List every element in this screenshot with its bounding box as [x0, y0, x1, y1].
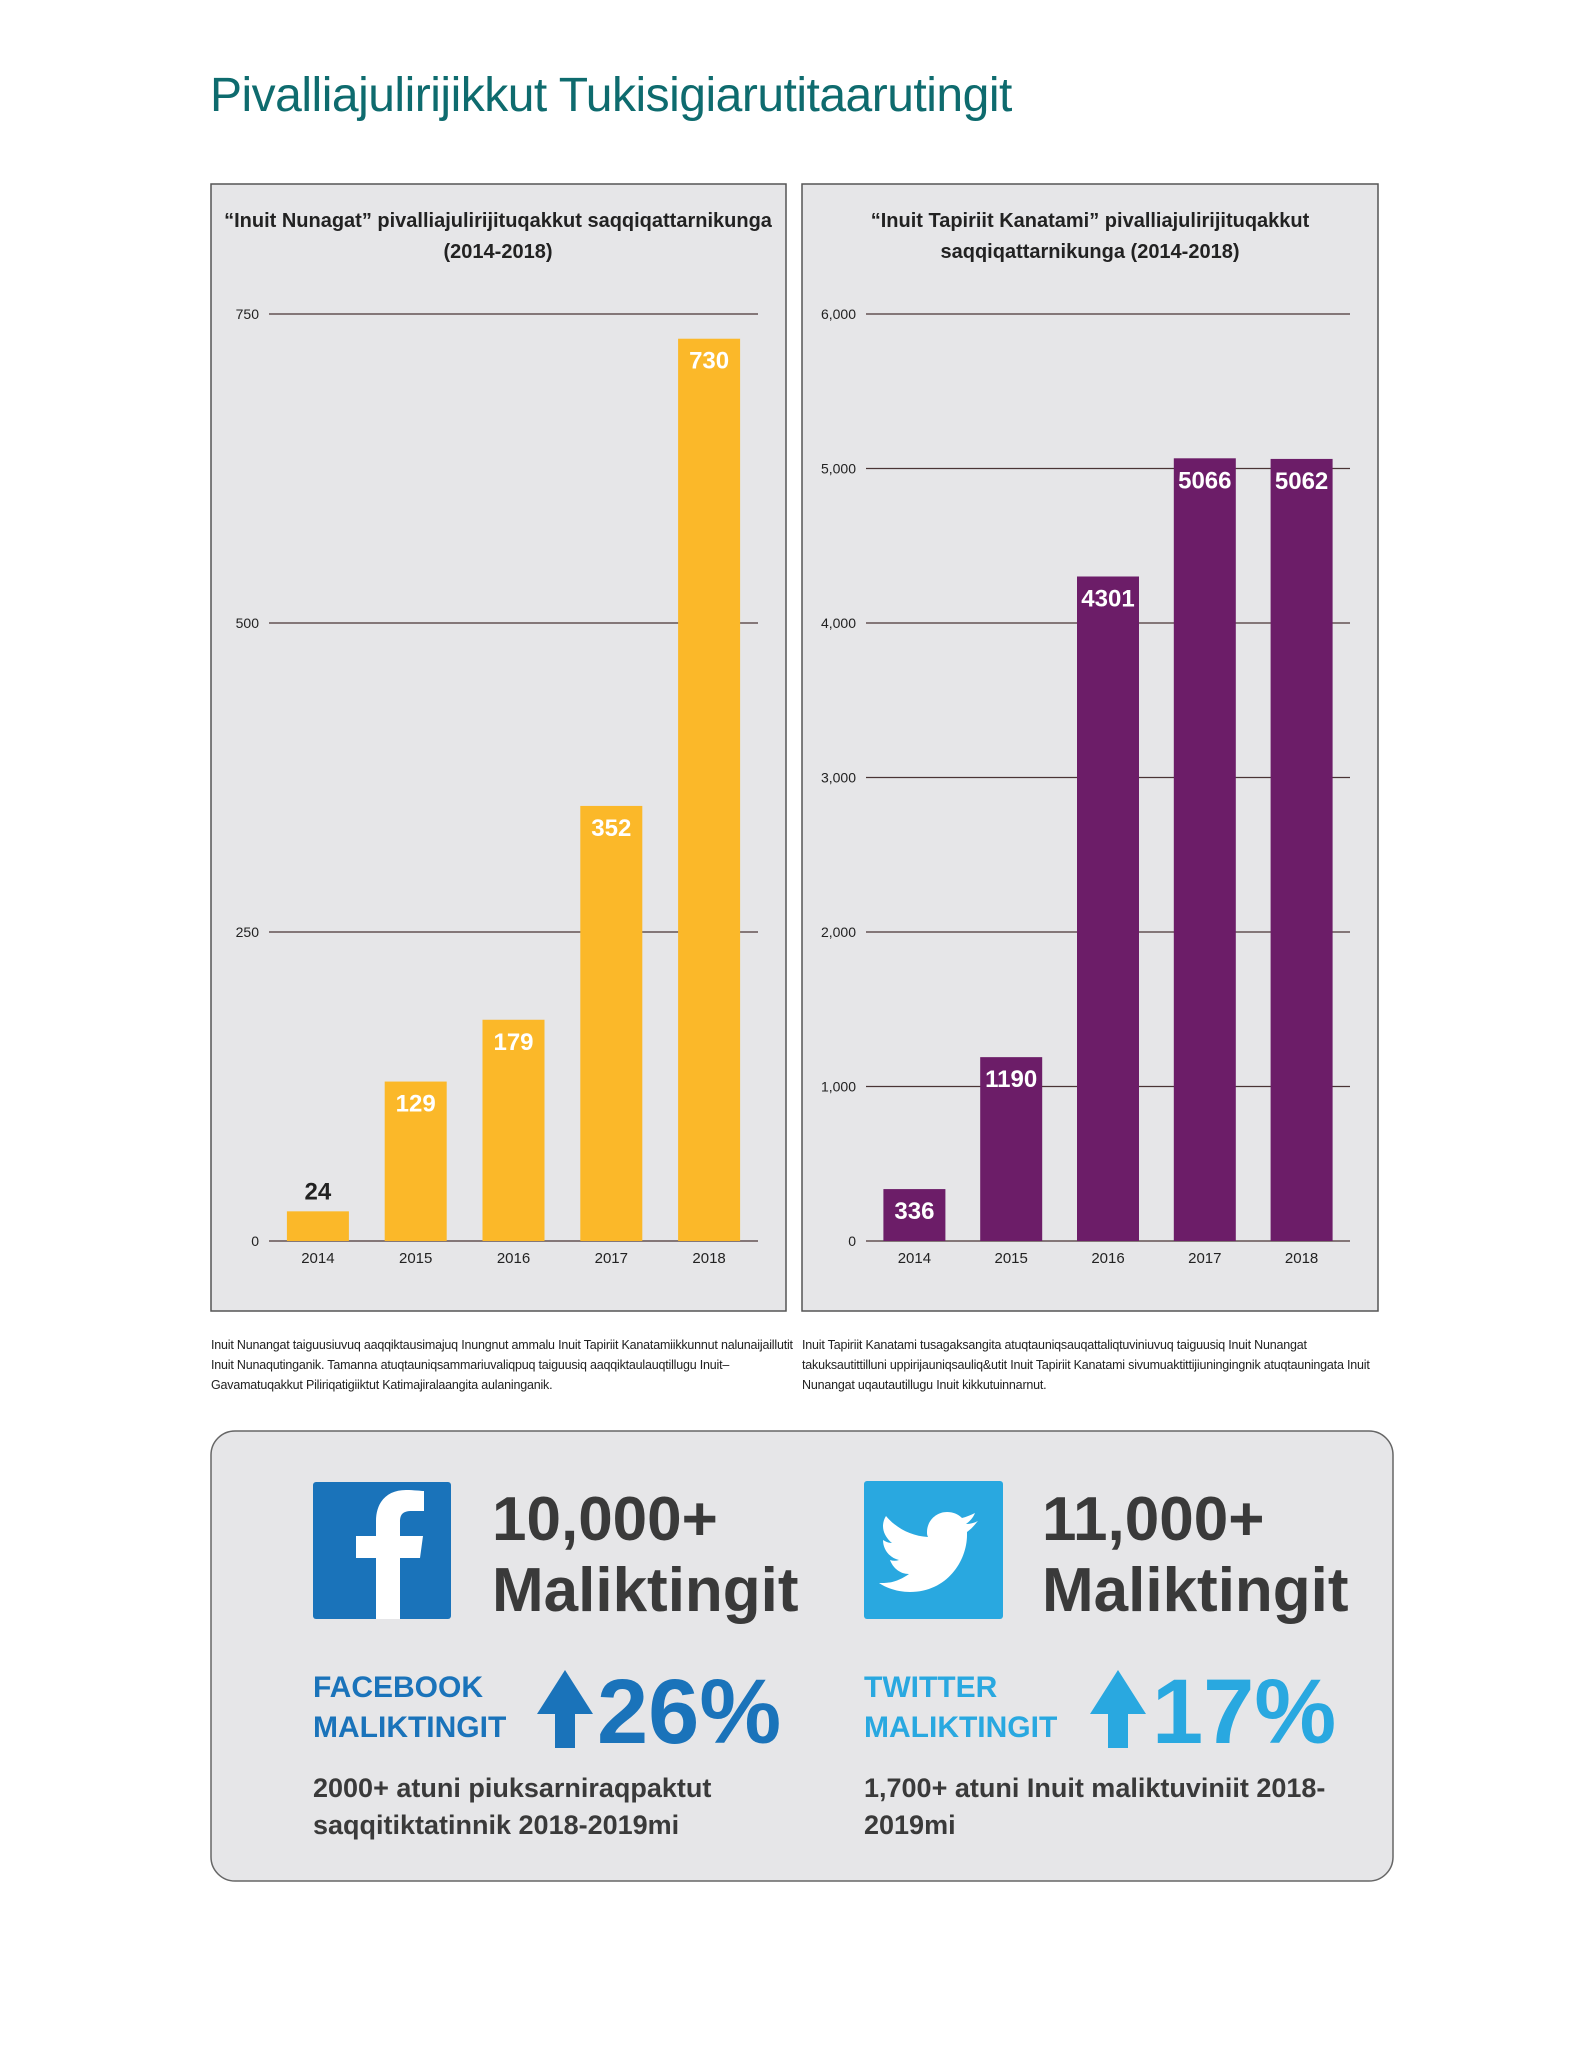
value-label: 5066 [1178, 467, 1231, 494]
bar [1173, 458, 1236, 1242]
x-tick-label: 2018 [1285, 1250, 1318, 1267]
platform-label: TWITTER MALIKTINGIT [864, 1671, 1058, 1744]
bar [1270, 458, 1333, 1241]
follower-unit: Maliktingit [1042, 1556, 1349, 1625]
bar [482, 1019, 545, 1241]
platform-label: FACEBOOK MALIKTINGIT [313, 1671, 507, 1744]
x-tick-label: 2016 [1091, 1250, 1124, 1267]
y-tick-label: 0 [848, 1233, 856, 1249]
chart-title: “Inuit Nunagat” pivalliajulirijituqakkut… [224, 210, 772, 263]
value-label: 352 [591, 815, 631, 842]
y-tick-label: 750 [236, 306, 260, 322]
detail: 1,700+ atuni Inuit maliktuviniit 2018-20… [864, 1773, 1326, 1840]
follower-count: 10,000+ [492, 1485, 718, 1554]
follower-unit: Maliktingit [492, 1556, 799, 1625]
bar [1077, 576, 1139, 1241]
value-label: 129 [396, 1091, 436, 1118]
x-tick-label: 2015 [995, 1250, 1028, 1267]
y-tick-label: 250 [236, 924, 260, 940]
y-tick-label: 3,000 [821, 770, 856, 786]
value-label: 336 [894, 1198, 934, 1225]
detail: 2000+ atuni piuksarniraqpaktut saqqitikt… [313, 1773, 712, 1840]
x-tick-label: 2017 [595, 1250, 628, 1267]
value-label: 1190 [985, 1066, 1037, 1093]
y-tick-label: 1,000 [821, 1079, 856, 1095]
x-tick-label: 2018 [692, 1250, 725, 1267]
chart-note: Inuit Nunangat taiguusiuvuq aaqqiktausim… [211, 1338, 793, 1392]
growth: 17% [1152, 1661, 1337, 1763]
growth: 26% [597, 1661, 782, 1763]
bar [980, 1057, 1043, 1241]
chart-note: Inuit Tapiriit Kanatami tusagaksangita a… [802, 1338, 1370, 1392]
y-tick-label: 0 [251, 1233, 259, 1249]
page-title: Pivalliajulirijikkut Tukisigiarutitaarut… [210, 69, 1012, 122]
bar [286, 1211, 349, 1241]
x-tick-label: 2017 [1188, 1250, 1221, 1267]
bar [580, 805, 643, 1241]
y-tick-label: 4,000 [821, 615, 856, 631]
value-label: 5062 [1275, 468, 1328, 495]
y-tick-label: 6,000 [821, 306, 856, 322]
chart-title: “Inuit Tapiriit Kanatami” pivalliajuliri… [870, 210, 1310, 263]
x-tick-label: 2014 [898, 1250, 931, 1267]
value-label: 24 [305, 1178, 332, 1205]
value-label: 4301 [1081, 585, 1134, 612]
value-label: 730 [689, 348, 729, 375]
x-tick-label: 2014 [301, 1250, 334, 1267]
arrow-up [1090, 1670, 1146, 1748]
facebook-icon [313, 1482, 451, 1619]
social-panel [210, 1430, 1394, 1882]
y-tick-label: 2,000 [821, 924, 856, 940]
arrow-up [537, 1670, 593, 1748]
bar [678, 338, 741, 1242]
follower-count: 11,000+ [1042, 1485, 1265, 1554]
bar [384, 1081, 447, 1241]
twitter-icon [864, 1481, 1003, 1619]
y-tick-label: 500 [236, 615, 260, 631]
x-tick-label: 2016 [497, 1250, 530, 1267]
x-tick-label: 2015 [399, 1250, 432, 1267]
bar [883, 1189, 946, 1241]
value-label: 179 [493, 1029, 533, 1056]
y-tick-label: 5,000 [821, 461, 856, 477]
